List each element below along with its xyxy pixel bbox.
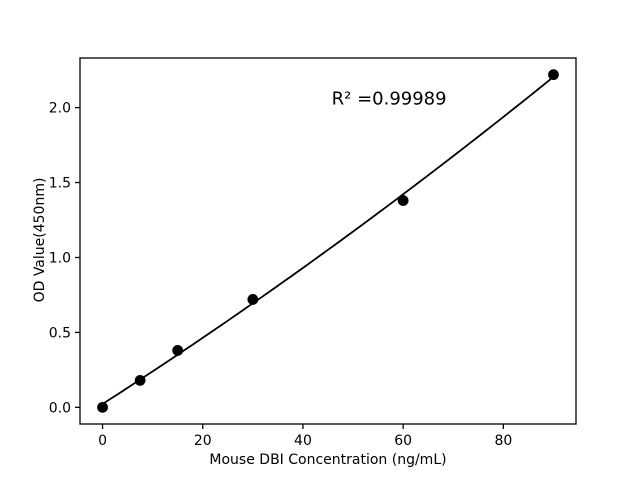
x-tick-label: 80 bbox=[494, 433, 512, 449]
x-tick-label: 20 bbox=[194, 433, 212, 449]
fit-curve bbox=[101, 75, 555, 405]
y-tick-label: 1.5 bbox=[49, 176, 71, 192]
data-point bbox=[247, 294, 259, 305]
y-tick-label: 0.5 bbox=[49, 325, 71, 341]
data-point bbox=[397, 195, 409, 206]
y-tick-label: 0.0 bbox=[49, 400, 71, 416]
data-point bbox=[134, 374, 146, 386]
x-tick-label: 60 bbox=[394, 433, 412, 449]
y-tick-label: 1.0 bbox=[49, 250, 71, 266]
data-point bbox=[548, 69, 559, 81]
y-tick-label: 2.0 bbox=[49, 101, 71, 117]
y-axis-label: OD Value(450nm) bbox=[32, 177, 48, 303]
x-tick-label: 40 bbox=[294, 433, 312, 449]
data-point bbox=[172, 345, 184, 356]
data-point bbox=[97, 401, 108, 413]
x-axis-label: Mouse DBI Concentration (ng/mL) bbox=[209, 452, 447, 468]
axes-box bbox=[79, 57, 577, 425]
r-squared-annotation: R² =0.99989 bbox=[331, 88, 447, 110]
x-tick-label: 0 bbox=[98, 433, 107, 449]
